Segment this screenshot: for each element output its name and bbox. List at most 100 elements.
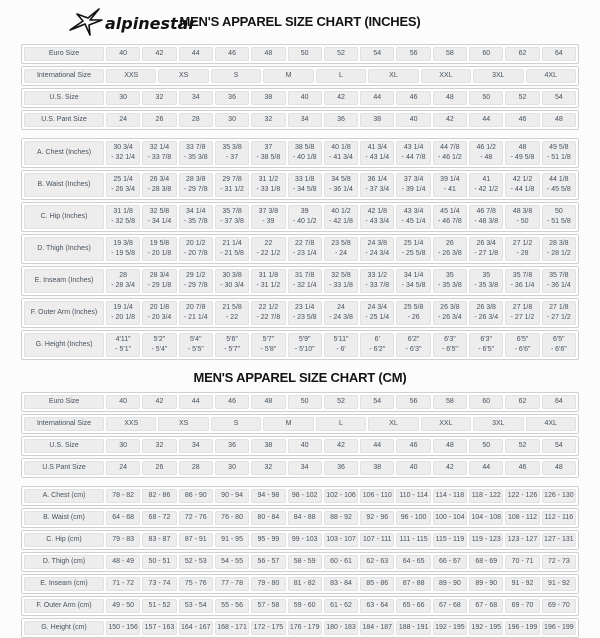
- size-cell: 36: [214, 91, 250, 105]
- size-cell: 33 1/2 - 33 7/8: [360, 269, 395, 293]
- size-cell: 100 - 104: [432, 511, 468, 525]
- size-cell: 40: [396, 461, 431, 475]
- row-label: U.S. Size: [24, 91, 104, 105]
- size-cell: 29 7/8 - 31 1/2: [214, 173, 250, 197]
- size-cell: 112 - 116: [541, 511, 576, 525]
- size-cell: 85 - 86: [360, 577, 395, 591]
- size-cell: 28: [178, 113, 213, 127]
- size-cell: 35 - 35 3/8: [432, 269, 468, 293]
- size-table-cm: Euro Size 40 42 44 46 48 50 52 54 56 58 60 62 64 Inter…: [21, 392, 579, 638]
- row-label: E. Inseam (cm): [24, 577, 104, 591]
- size-cell: 46 1/2 - 48: [469, 141, 504, 165]
- size-cell: 68 - 69: [469, 555, 504, 569]
- size-cell: 99 - 103: [287, 533, 322, 547]
- size-cell: 20 7/8 - 21 1/4: [178, 301, 213, 325]
- size-cell: 72 - 73: [541, 555, 576, 569]
- size-cell: L: [315, 417, 367, 431]
- size-cell: 27 1/2 - 28: [505, 237, 540, 261]
- page-header: alpinestars MEN'S APPAREL SIZE CHART (IN…: [0, 0, 600, 42]
- size-cell: L: [315, 69, 367, 83]
- size-cell: 56: [396, 395, 431, 409]
- size-cell: 6'5" - 6'6": [541, 333, 576, 357]
- size-cell: 22 - 22 1/2: [251, 237, 286, 261]
- size-cell: 83 - 87: [142, 533, 177, 547]
- size-cell: 35 7/8 - 36 1/4: [541, 269, 576, 293]
- size-cell: 104 - 108: [469, 511, 504, 525]
- size-cell: 115 - 119: [432, 533, 468, 547]
- size-cell: 72 - 76: [178, 511, 213, 525]
- size-cell: 48: [251, 47, 286, 61]
- size-cell: 66 - 67: [432, 555, 468, 569]
- size-cell: 44: [469, 461, 504, 475]
- size-cell: 31 1/8 - 31 1/2: [251, 269, 286, 293]
- size-cell: 184 - 187: [360, 621, 395, 635]
- size-cell: 64: [541, 47, 576, 61]
- size-cell: 164 - 167: [178, 621, 213, 635]
- size-cell: 64 - 68: [106, 511, 141, 525]
- size-cell: 6'3" - 6'5": [469, 333, 504, 357]
- size-cell: M: [263, 69, 314, 83]
- size-cell: 188 - 191: [396, 621, 431, 635]
- table-row: U.S. Size 30 32 34 36 38 40 42 44 46 48 50 52 54: [21, 436, 579, 456]
- size-cell: 48 3/8 - 50: [505, 205, 540, 229]
- size-cell: 108 - 112: [505, 511, 540, 525]
- size-cell: 40: [287, 439, 322, 453]
- size-cell: 119 - 123: [469, 533, 504, 547]
- table-row: A. Chest (Inches) 30 3/4 - 32 1/4 32 1/4 -…: [21, 138, 579, 168]
- table-row: F. Outer Arm (Inches) 19 1/4 - 20 1/8 20 1…: [21, 298, 579, 328]
- size-cell: 67 - 68: [469, 599, 504, 613]
- size-cell: 60 - 61: [323, 555, 359, 569]
- size-cell: 76 - 80: [214, 511, 250, 525]
- page-title-inches: MEN'S APPAREL SIZE CHART (INCHES): [179, 14, 421, 29]
- size-cell: 107 - 111: [360, 533, 395, 547]
- size-cell: 25 5/8 - 26: [396, 301, 431, 325]
- size-cell: 42: [432, 461, 468, 475]
- size-cell: 3XL: [473, 417, 524, 431]
- size-cell: 65 - 66: [396, 599, 431, 613]
- size-cell: 103 - 107: [323, 533, 359, 547]
- size-cell: 78 - 82: [106, 489, 141, 503]
- size-cell: 196 - 199: [505, 621, 540, 635]
- size-table-inches: Euro Size 40 42 44 46 48 50 52 54 56 58 60 62 64 Inter…: [21, 44, 579, 360]
- size-cell: 192 - 195: [469, 621, 504, 635]
- size-cell: 52: [505, 439, 540, 453]
- size-cell: 63 - 64: [360, 599, 395, 613]
- size-cell: 28 3/4 - 29 1/8: [142, 269, 177, 293]
- size-cell: 58: [432, 47, 468, 61]
- row-label: International Size: [24, 417, 104, 431]
- size-cell: 60: [469, 395, 504, 409]
- size-cell: 5'11" - 6': [323, 333, 359, 357]
- size-cell: 5'2" - 5'4": [142, 333, 177, 357]
- size-cell: 34: [178, 439, 213, 453]
- size-cell: 26 3/4 - 27 1/8: [469, 237, 504, 261]
- size-cell: 20 1/2 - 20 7/8: [178, 237, 213, 261]
- row-label: G. Height (Inches): [24, 333, 104, 357]
- size-cell: 54: [541, 439, 576, 453]
- size-cell: 44: [360, 91, 395, 105]
- size-cell: 19 1/4 - 20 1/8: [106, 301, 141, 325]
- size-cell: XXS: [106, 417, 157, 431]
- size-cell: 30: [214, 461, 250, 475]
- size-cell: 96 - 100: [396, 511, 431, 525]
- size-cell: 22 1/2 - 22 7/8: [251, 301, 286, 325]
- row-label: F. Outer Arm (cm): [24, 599, 104, 613]
- size-cell: 34: [178, 91, 213, 105]
- size-cell: 62 - 63: [360, 555, 395, 569]
- table-row: E. Inseam (cm) 71 - 72 73 - 74 75 - 76 77 - …: [21, 574, 579, 594]
- size-cell: 37 - 38 5/8: [251, 141, 286, 165]
- size-cell: 26 3/4 - 28 3/8: [142, 173, 177, 197]
- size-cell: 34 1/4 - 34 5/8: [396, 269, 431, 293]
- size-cell: 6'3" - 6'5": [432, 333, 468, 357]
- size-cell: 79 - 83: [106, 533, 141, 547]
- size-cell: 42: [323, 91, 359, 105]
- table-row: B. Waist (cm) 64 - 68 68 - 72 72 - 76 76 - 8…: [21, 508, 579, 528]
- table-row: U.S. Size 30 32 34 36 38 40 42 44 46 48 50 52 54: [21, 88, 579, 108]
- size-cell: XXS: [106, 69, 157, 83]
- row-label: D. Thigh (Inches): [24, 237, 104, 261]
- size-cell: XS: [158, 69, 209, 83]
- row-label: C. Hip (Inches): [24, 205, 104, 229]
- size-cell: 43 1/4 - 44 7/8: [396, 141, 431, 165]
- table-row: D. Thigh (cm) 48 - 49 50 - 51 52 - 53 54 - 5…: [21, 552, 579, 572]
- size-cell: 126 - 130: [541, 489, 576, 503]
- size-cell: 58 - 59: [287, 555, 322, 569]
